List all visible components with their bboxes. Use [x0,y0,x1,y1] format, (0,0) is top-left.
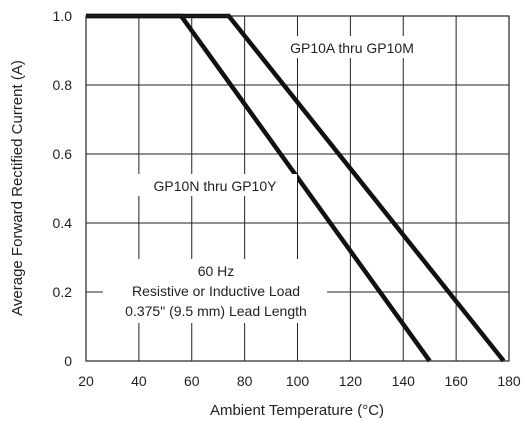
tick-labels: 20 40 60 80 100 120 140 160 180 0 0.2 0.4 0.6 0.8 1.0 [53,8,521,389]
x-tick-label: 20 [78,373,94,389]
series-label-n-background [133,174,297,196]
y-tick-label: 1.0 [53,8,73,24]
x-tick-label: 180 [497,373,521,389]
y-axis-label: Average Forward Rectified Current (A) [9,60,26,316]
y-tick-label: 0.2 [53,284,73,300]
y-tick-label: 0.4 [53,215,73,231]
note-line-2: Resistive or Inductive Load [132,283,300,299]
plot-frame [85,15,510,362]
note-line-3: 0.375" (9.5 mm) Lead Length [125,303,307,319]
x-tick-label: 140 [392,373,416,389]
x-tick-label: 40 [131,373,147,389]
x-tick-label: 120 [339,373,363,389]
x-tick-label: 100 [286,373,310,389]
series-label-a: GP10A thru GP10M [290,40,414,56]
x-tick-label: 60 [184,373,200,389]
series-label-n: GP10N thru GP10Y [154,178,278,194]
y-tick-label: 0.6 [53,146,73,162]
x-axis-label: Ambient Temperature (°C) [210,402,384,419]
series-label-a-background [268,36,438,58]
x-tick-label: 80 [237,373,253,389]
annotations: 60 Hz Resistive or Inductive Load 0.375"… [103,259,327,323]
x-tick-label: 160 [444,373,468,389]
note-label-background [103,259,327,323]
note-line-1: 60 Hz [198,263,235,279]
y-tick-label: 0 [64,353,72,369]
y-tick-label: 0.8 [53,77,73,93]
series-labels: GP10A thru GP10M GP10N thru GP10Y [133,36,438,196]
